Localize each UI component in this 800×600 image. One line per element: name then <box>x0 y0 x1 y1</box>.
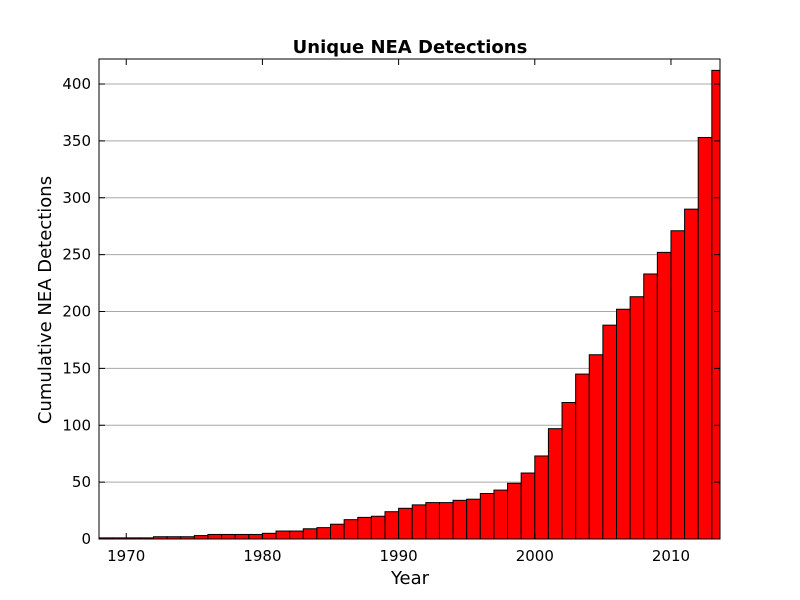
bar-2009 <box>656 251 672 540</box>
y-tick-label-300: 300 <box>62 189 91 207</box>
grid-lines <box>99 83 720 483</box>
y-tick-labels: 0 50 100 150 200 250 300 350 400 <box>62 75 91 548</box>
bar-1998 <box>507 482 522 540</box>
bar-2012 <box>697 136 713 540</box>
x-tick-labels: 1970 1980 1990 2000 2010 <box>107 547 690 565</box>
bar-1988 <box>370 515 386 540</box>
x-tick-label-1970: 1970 <box>107 547 145 565</box>
bar-1983 <box>302 528 318 540</box>
y-tick-label-250: 250 <box>62 246 91 264</box>
bar-2008 <box>643 273 658 540</box>
bar-2002 <box>561 402 577 540</box>
y-tick-label-400: 400 <box>62 75 91 93</box>
y-tick-label-0: 0 <box>81 530 91 548</box>
bar-2005 <box>602 324 618 540</box>
bar-1984 <box>316 527 332 540</box>
bar-2011 <box>684 208 699 540</box>
bar-1977 <box>221 533 236 540</box>
x-tick-label-1990: 1990 <box>380 547 418 565</box>
plot-frame <box>98 58 721 540</box>
y-tick-label-350: 350 <box>62 132 91 150</box>
chart-title: Unique NEA Detections <box>293 37 528 58</box>
bar-1997 <box>493 489 509 540</box>
bar-1994 <box>452 499 468 540</box>
bar-1981 <box>275 530 291 540</box>
tick-marks <box>99 59 720 540</box>
x-axis-label: Year <box>390 568 430 589</box>
bar-2004 <box>588 354 604 540</box>
bar-1980 <box>261 532 277 540</box>
bar-2006 <box>616 308 631 540</box>
x-tick-label-2000: 2000 <box>516 547 554 565</box>
bar-1999 <box>520 472 536 540</box>
bar-1995 <box>466 498 481 540</box>
bars <box>98 69 721 540</box>
bar-1982 <box>289 530 304 540</box>
bar-1979 <box>248 533 263 540</box>
bar-1991 <box>411 504 427 540</box>
y-tick-label-50: 50 <box>72 473 91 491</box>
y-tick-label-200: 200 <box>62 303 91 321</box>
bar-1989 <box>384 511 400 540</box>
x-tick-label-2010: 2010 <box>652 547 690 565</box>
bar-1996 <box>479 493 495 540</box>
bar-1990 <box>398 507 413 540</box>
bar-2007 <box>629 296 645 540</box>
bar-1992 <box>425 502 440 540</box>
bar-1978 <box>234 533 250 540</box>
y-tick-label-100: 100 <box>62 416 91 434</box>
bar-1975 <box>193 535 209 540</box>
bar-1986 <box>343 519 359 540</box>
bar-1993 <box>438 502 454 540</box>
bar-1985 <box>330 523 345 540</box>
bar-1976 <box>207 533 223 540</box>
bar-2000 <box>534 455 549 540</box>
bar-1987 <box>357 516 372 540</box>
bar-2010 <box>670 230 686 540</box>
y-tick-label-150: 150 <box>62 359 91 377</box>
bar-2003 <box>575 373 590 540</box>
bar-2001 <box>547 428 563 540</box>
y-axis-label: Cumulative NEA Detections <box>35 176 56 424</box>
x-tick-label-1980: 1980 <box>243 547 281 565</box>
